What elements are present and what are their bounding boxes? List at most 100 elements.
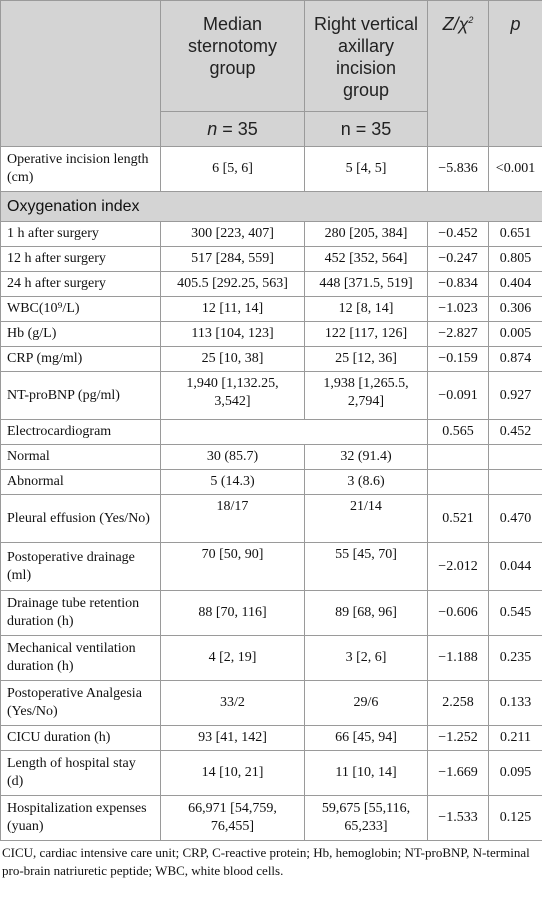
p-value: 0.651 [488,221,542,247]
header-n-axillary: n = 35 [304,111,428,147]
p-value: 0.211 [488,725,542,751]
right-axillary-value: 29/6 [304,680,428,726]
p-value: 0.452 [488,419,542,445]
statistic-value [427,469,489,495]
header-median-sternotomy: Median sternotomy group [160,0,305,112]
right-axillary-value: 448 [371.5, 519] [304,271,428,297]
row-label: 12 h after surgery [0,246,161,272]
statistic-value: 2.258 [427,680,489,726]
header-n-median: n = 35 [160,111,305,147]
row-label: Mechanical ventilation duration (h) [0,635,161,681]
median-sternotomy-value: 113 [104, 123] [160,321,305,347]
right-axillary-value: 21/14 [304,494,428,543]
table-row: NT-proBNP (pg/ml) 1,940 [1,132.25, 3,542]… [0,371,542,420]
statistic-value: −5.836 [427,146,489,192]
right-axillary-value: 89 [68, 96] [304,590,428,636]
table-row: Normal 30 (85.7) 32 (91.4) [0,444,542,470]
median-sternotomy-value: 66,971 [54,759, 76,455] [160,795,305,841]
right-axillary-value: 3 [2, 6] [304,635,428,681]
right-axillary-value: 122 [117, 126] [304,321,428,347]
table-footnote: CICU, cardiac intensive care unit; CRP, … [2,845,530,878]
row-label: NT-proBNP (pg/ml) [0,371,161,420]
statistic-value: −1.669 [427,750,489,796]
median-sternotomy-value: 70 [50, 90] [160,542,305,591]
median-sternotomy-value: 6 [5, 6] [160,146,305,192]
row-label: Pleural effusion (Yes/No) [0,494,161,543]
median-sternotomy-value: 300 [223, 407] [160,221,305,247]
table-container: Median sternotomy group Right vertical a… [0,0,542,878]
p-value: 0.805 [488,246,542,272]
row-label: WBC(10⁹/L) [0,296,161,322]
header-statistic: Z/χ2 [427,0,489,147]
statistic-value: −0.834 [427,271,489,297]
row-label: Drainage tube retention duration (h) [0,590,161,636]
header-p-value: p [488,0,542,147]
right-axillary-value: 12 [8, 14] [304,296,428,322]
table-body: Operative incision length (cm) 6 [5, 6] 5 … [0,146,542,841]
header-empty-cell [0,0,161,147]
table-row: Hospitalization expenses (yuan) 66,971 [5… [0,795,542,841]
statistic-value: −0.606 [427,590,489,636]
table-row: Mechanical ventilation duration (h) 4 [2,… [0,635,542,681]
statistic-value [427,444,489,470]
row-label: CICU duration (h) [0,725,161,751]
p-value [488,444,542,470]
right-axillary-value: 66 [45, 94] [304,725,428,751]
median-sternotomy-value: 88 [70, 116] [160,590,305,636]
header-right-axillary: Right vertical axillary incision group [304,0,428,112]
median-sternotomy-value: 33/2 [160,680,305,726]
statistic-value: −1.188 [427,635,489,681]
median-sternotomy-value: 1,940 [1,132.25, 3,542] [160,371,305,420]
row-label: Hb (g/L) [0,321,161,347]
row-label: 24 h after surgery [0,271,161,297]
table-row: CICU duration (h) 93 [41, 142] 66 [45, 94]… [0,725,542,751]
statistic-value: −0.452 [427,221,489,247]
row-label: Postoperative Analgesia (Yes/No) [0,680,161,726]
right-axillary-value: 32 (91.4) [304,444,428,470]
table-row: Operative incision length (cm) 6 [5, 6] 5 … [0,146,542,192]
table-row: 24 h after surgery 405.5 [292.25, 563] 448… [0,271,542,297]
section-row: Oxygenation index [0,191,542,222]
table-row: Postoperative Analgesia (Yes/No) 33/2 29/6… [0,680,542,726]
p-value: <0.001 [488,146,542,192]
table-row: Electrocardiogram 0.565 0.452 [0,419,542,445]
p-value: 0.404 [488,271,542,297]
p-value [488,469,542,495]
table-row: Drainage tube retention duration (h) 88 [… [0,590,542,636]
row-label: Postoperative drainage (ml) [0,542,161,591]
statistic-value: 0.565 [427,419,489,445]
row-label: Length of hospital stay (d) [0,750,161,796]
results-table: Median sternotomy group Right vertical a… [0,0,542,841]
median-sternotomy-value [160,419,428,445]
p-value: 0.927 [488,371,542,420]
p-value: 0.545 [488,590,542,636]
table-row: WBC(10⁹/L) 12 [11, 14] 12 [8, 14] −1.023 0.3… [0,296,542,322]
p-value: 0.470 [488,494,542,543]
p-value: 0.874 [488,346,542,372]
row-label: Abnormal [0,469,161,495]
right-axillary-value: 5 [4, 5] [304,146,428,192]
median-sternotomy-value: 5 (14.3) [160,469,305,495]
statistic-value: 0.521 [427,494,489,543]
statistic-value: −1.533 [427,795,489,841]
p-value: 0.005 [488,321,542,347]
table-row: 12 h after surgery 517 [284, 559] 452 [352… [0,246,542,272]
table-row: Abnormal 5 (14.3) 3 (8.6) [0,469,542,495]
median-sternotomy-value: 25 [10, 38] [160,346,305,372]
statistic-value: −0.091 [427,371,489,420]
right-axillary-value: 11 [10, 14] [304,750,428,796]
row-label: Electrocardiogram [0,419,161,445]
statistic-value: −2.827 [427,321,489,347]
median-sternotomy-value: 12 [11, 14] [160,296,305,322]
row-label: CRP (mg/ml) [0,346,161,372]
right-axillary-value: 3 (8.6) [304,469,428,495]
right-axillary-value: 280 [205, 384] [304,221,428,247]
row-label: 1 h after surgery [0,221,161,247]
section-label: Oxygenation index [0,191,542,222]
right-axillary-value: 59,675 [55,116, 65,233] [304,795,428,841]
statistic-value: −0.247 [427,246,489,272]
table-row: Postoperative drainage (ml) 70 [50, 90] 55… [0,542,542,591]
p-value: 0.306 [488,296,542,322]
statistic-value: −2.012 [427,542,489,591]
p-value: 0.133 [488,680,542,726]
